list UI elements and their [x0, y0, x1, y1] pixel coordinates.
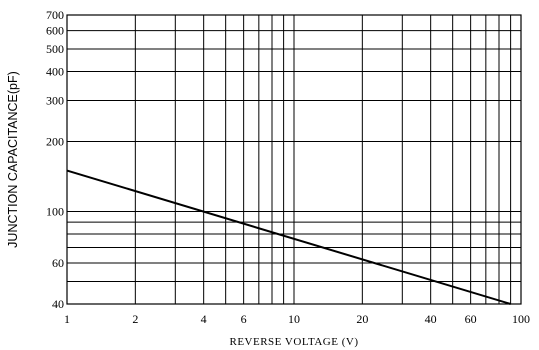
y-tick-label: 100 [46, 204, 64, 218]
y-tick-labels: 40 60 100 200 300 400 500 600 700 [46, 8, 64, 311]
x-tick-label: 20 [356, 312, 368, 326]
grid [66, 14, 522, 305]
x-tick-label: 10 [288, 312, 300, 326]
series-layer [66, 169, 511, 305]
y-tick-label: 400 [46, 65, 64, 79]
y-tick-label: 40 [52, 297, 64, 311]
y-axis-title: JUNCTION CAPACITANCE(pF) [6, 71, 20, 248]
y-tick-label: 500 [46, 42, 64, 56]
x-tick-label: 100 [512, 312, 530, 326]
plot-frame [66, 14, 522, 305]
capacitance-curve [66, 169, 511, 305]
x-tick-label: 40 [425, 312, 437, 326]
x-tick-label: 2 [132, 312, 138, 326]
y-tick-label: 700 [46, 8, 64, 22]
x-tick-label: 6 [241, 312, 247, 326]
x-tick-label: 60 [465, 312, 477, 326]
y-tick-label: 200 [46, 134, 64, 148]
plot-border [66, 14, 522, 305]
x-tick-label: 4 [201, 312, 207, 326]
y-tick-label: 60 [52, 256, 64, 270]
x-axis-title: REVERSE VOLTAGE (V) [229, 336, 358, 348]
x-tick-label: 1 [64, 312, 70, 326]
x-tick-labels: 1 2 4 6 10 20 40 60 100 [64, 312, 530, 326]
y-tick-label: 300 [46, 94, 64, 108]
y-tick-label: 600 [46, 24, 64, 38]
